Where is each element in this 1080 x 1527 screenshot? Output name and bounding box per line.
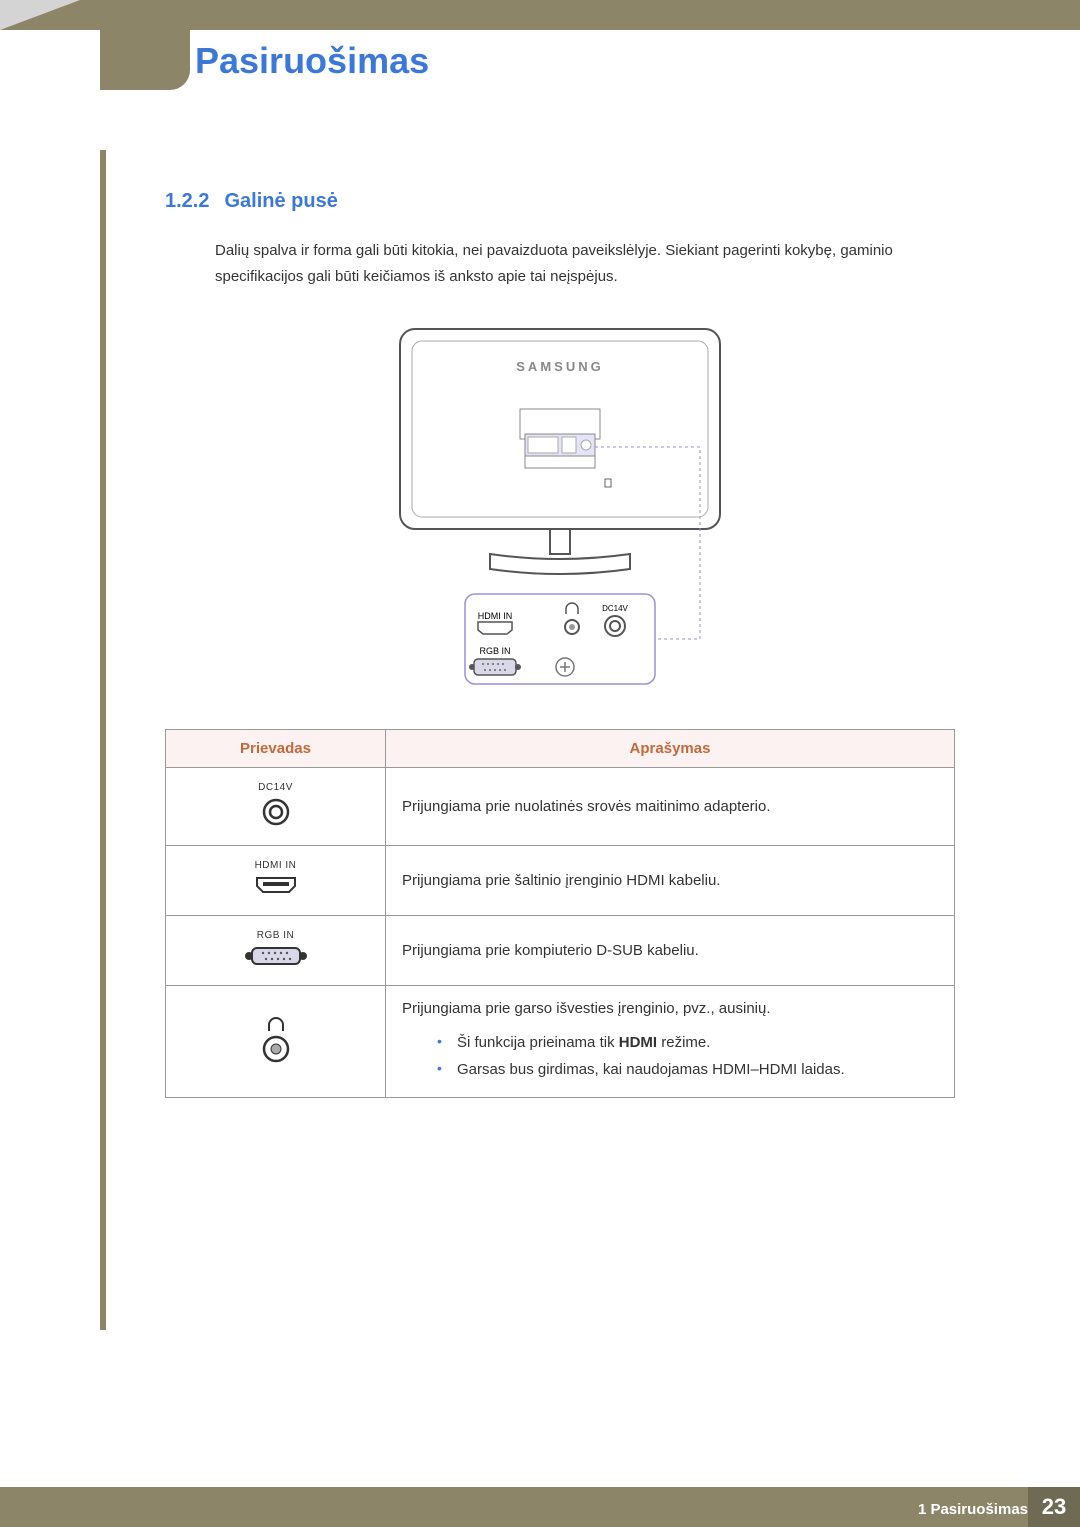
section-title: Galinė pusė <box>224 190 337 212</box>
port-label: DC14V <box>182 782 369 793</box>
table-row: Prijungiama prie garso išvesties įrengin… <box>166 986 955 1098</box>
port-label: HDMI IN <box>182 860 369 871</box>
table-row: DC14V Prijungiama prie nuolatinės srovės… <box>166 768 955 846</box>
monitor-back-diagram: SAMSUNG HDMI IN DC14V RGB IN <box>370 319 750 699</box>
content-area: 1.2.2 Galinė pusė Dalių spalva ir forma g… <box>165 190 955 1098</box>
list-item: Garsas bus girdimas, kai naudojamas HDMI… <box>437 1056 938 1083</box>
section-body: Dalių spalva ir forma gali būti kitokia,… <box>215 238 955 289</box>
dc-port-icon <box>261 797 291 827</box>
port-cell-rgb: RGB IN <box>166 916 386 986</box>
table-row: RGB IN Prijungiama prie kompiuterio D-SU… <box>166 916 955 986</box>
port-cell-audio <box>166 986 386 1098</box>
description-cell: Prijungiama prie nuolatinės srovės maiti… <box>386 768 955 846</box>
port-cell-hdmi: HDMI IN <box>166 846 386 916</box>
svg-text:HDMI IN: HDMI IN <box>478 611 513 621</box>
port-table: Prievadas Aprašymas DC14V Prijungiama pr… <box>165 729 955 1098</box>
brand-label: SAMSUNG <box>516 359 603 374</box>
section-number: 1.2.2 <box>165 190 209 212</box>
description-cell: Prijungiama prie kompiuterio D-SUB kabel… <box>386 916 955 986</box>
table-row: HDMI IN Prijungiama prie šaltinio įrengi… <box>166 846 955 916</box>
headphone-port-icon <box>259 1015 293 1065</box>
corner-fold <box>0 0 80 30</box>
header-port: Prievadas <box>166 730 386 768</box>
hdmi-port-icon <box>253 875 299 897</box>
page-title: Pasiruošimas <box>195 40 429 82</box>
list-item: Ši funkcija prieinama tik HDMI režime. <box>437 1029 938 1056</box>
description-cell: Prijungiama prie šaltinio įrenginio HDMI… <box>386 846 955 916</box>
footer-chapter-label: 1 Pasiruošimas <box>918 1501 1028 1518</box>
port-cell-dc: DC14V <box>166 768 386 846</box>
port-label: RGB IN <box>182 930 369 941</box>
left-stripe <box>100 150 106 1330</box>
header-description: Aprašymas <box>386 730 955 768</box>
chapter-tab <box>100 30 190 90</box>
top-bar <box>0 0 1080 30</box>
svg-text:RGB IN: RGB IN <box>479 646 510 656</box>
section-heading: 1.2.2 Galinė pusė <box>165 190 955 213</box>
svg-text:DC14V: DC14V <box>602 604 628 613</box>
vga-port-icon <box>241 945 311 967</box>
audio-desc: Prijungiama prie garso išvesties įrengin… <box>402 1000 771 1017</box>
table-header-row: Prievadas Aprašymas <box>166 730 955 768</box>
description-cell: Prijungiama prie garso išvesties įrengin… <box>386 986 955 1098</box>
bullet-list: Ši funkcija prieinama tik HDMI režime. G… <box>402 1029 938 1083</box>
page-number: 23 <box>1028 1487 1080 1527</box>
